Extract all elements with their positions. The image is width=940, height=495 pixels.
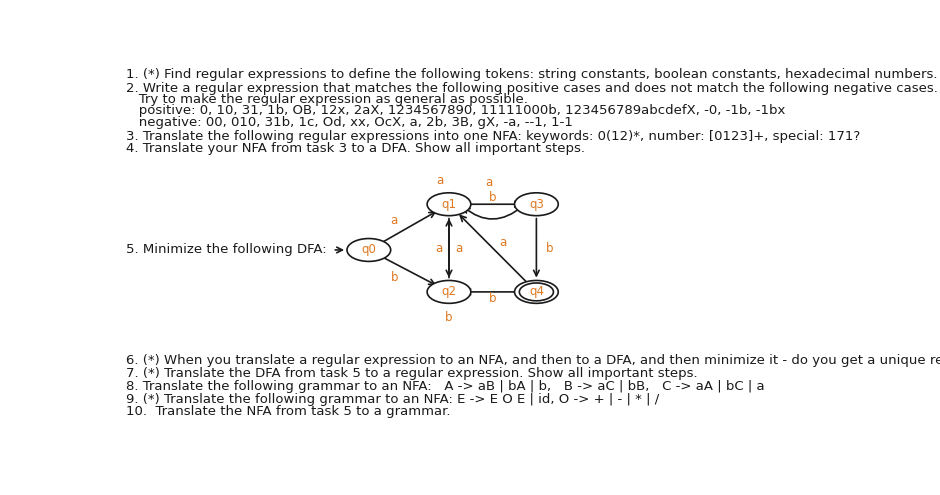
Text: b: b bbox=[391, 271, 398, 284]
Text: a: a bbox=[435, 242, 443, 254]
Text: 3. Translate the following regular expressions into one NFA: keywords: 0(12)*, n: 3. Translate the following regular expre… bbox=[126, 130, 860, 143]
Circle shape bbox=[514, 193, 558, 216]
Circle shape bbox=[347, 239, 391, 261]
Text: 9. (*) Translate the following grammar to an NFA: E -> E O E | id, O -> + | - | : 9. (*) Translate the following grammar t… bbox=[126, 393, 660, 405]
Text: a: a bbox=[391, 214, 398, 227]
Text: a: a bbox=[437, 174, 444, 187]
Text: q2: q2 bbox=[442, 286, 457, 298]
Text: q3: q3 bbox=[529, 198, 544, 211]
Text: b: b bbox=[446, 310, 453, 324]
Text: 5. Minimize the following DFA:: 5. Minimize the following DFA: bbox=[126, 244, 327, 256]
Text: q0: q0 bbox=[361, 244, 376, 256]
Text: b: b bbox=[489, 191, 496, 204]
Circle shape bbox=[427, 193, 471, 216]
Text: 4. Translate your NFA from task 3 to a DFA. Show all important steps.: 4. Translate your NFA from task 3 to a D… bbox=[126, 143, 586, 155]
Text: 1. (*) Find regular expressions to define the following tokens: string constants: 1. (*) Find regular expressions to defin… bbox=[126, 68, 938, 81]
Text: a: a bbox=[499, 236, 507, 249]
Text: 6. (*) When you translate a regular expression to an NFA, and then to a DFA, and: 6. (*) When you translate a regular expr… bbox=[126, 353, 940, 367]
Text: b: b bbox=[546, 242, 554, 254]
Text: 2. Write a regular expression that matches the following positive cases and does: 2. Write a regular expression that match… bbox=[126, 82, 938, 95]
Text: q1: q1 bbox=[442, 198, 457, 211]
Text: a: a bbox=[456, 242, 462, 254]
Text: a: a bbox=[485, 176, 493, 189]
Text: positive: 0, 10, 31, 1b, OB, 12x, 2aX, 1234567890, 11111000b, 123456789abcdefX, : positive: 0, 10, 31, 1b, OB, 12x, 2aX, 1… bbox=[126, 104, 786, 117]
Text: Try to make the regular expression as general as possible.: Try to make the regular expression as ge… bbox=[126, 93, 528, 106]
Text: 8. Translate the following grammar to an NFA:   A -> aB | bA | b,   B -> aC | bB: 8. Translate the following grammar to an… bbox=[126, 380, 765, 393]
Circle shape bbox=[514, 281, 558, 303]
Text: 7. (*) Translate the DFA from task 5 to a regular expression. Show all important: 7. (*) Translate the DFA from task 5 to … bbox=[126, 367, 697, 380]
Text: b: b bbox=[489, 292, 496, 305]
Circle shape bbox=[427, 281, 471, 303]
Text: negative: 00, 010, 31b, 1c, Od, xx, OcX, a, 2b, 3B, gX, -a, --1, 1-1: negative: 00, 010, 31b, 1c, Od, xx, OcX,… bbox=[126, 116, 573, 129]
Text: q4: q4 bbox=[529, 286, 544, 298]
Text: 10.  Translate the NFA from task 5 to a grammar.: 10. Translate the NFA from task 5 to a g… bbox=[126, 405, 451, 418]
